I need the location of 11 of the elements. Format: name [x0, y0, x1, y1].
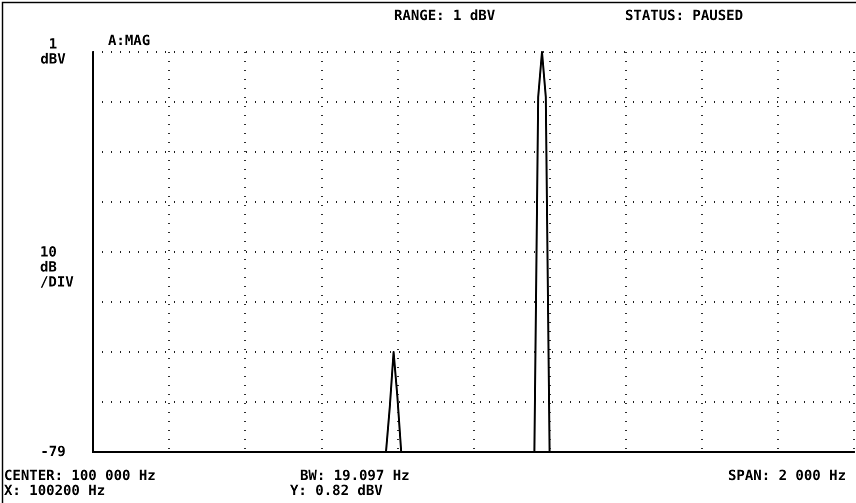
text: X: 100200 Hz — [4, 483, 106, 499]
chart-subtitle: STATUS: PAUSED — [625, 8, 744, 24]
text: A:MAG — [108, 33, 150, 49]
text: BW: 19.097 Hz — [300, 468, 410, 484]
y-tick-label: -79 — [40, 444, 66, 460]
text: Y: 0.82 dBV — [290, 483, 384, 499]
text: CENTER: 100 000 Hz — [4, 468, 156, 484]
y-tick-label: 1 dBV — [40, 36, 66, 68]
text: SPAN: 2 000 Hz — [728, 468, 846, 484]
chart-title: RANGE: 1 dBV — [394, 8, 496, 24]
y-axis-title: 10 dB /DIV — [40, 244, 74, 290]
